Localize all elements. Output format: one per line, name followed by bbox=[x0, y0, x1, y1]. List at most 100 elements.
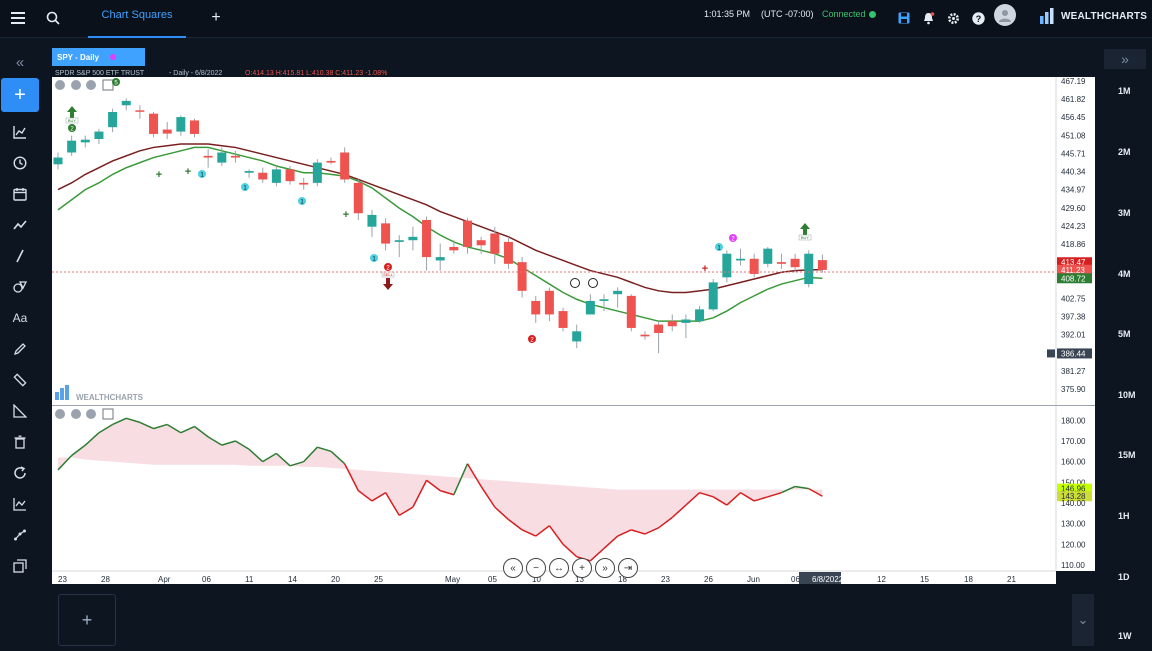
osc-close-icon[interactable] bbox=[86, 409, 96, 419]
symbol-tab[interactable] bbox=[52, 48, 145, 66]
candle-body[interactable] bbox=[613, 290, 623, 295]
candle-body[interactable] bbox=[640, 334, 650, 337]
candle-body[interactable] bbox=[435, 257, 445, 261]
candle-body[interactable] bbox=[476, 240, 486, 246]
candle-body[interactable] bbox=[422, 219, 432, 258]
candle-body[interactable] bbox=[271, 169, 281, 183]
candle-body[interactable] bbox=[162, 129, 172, 134]
interval-5m[interactable]: 5M bbox=[1118, 329, 1131, 339]
candle-body[interactable] bbox=[149, 113, 159, 134]
layers-icon[interactable] bbox=[8, 554, 32, 578]
indicator-icon[interactable] bbox=[8, 492, 32, 516]
ruler-icon[interactable] bbox=[8, 368, 32, 392]
candle-body[interactable] bbox=[121, 100, 131, 106]
candle-body[interactable] bbox=[763, 248, 773, 264]
candle-body[interactable] bbox=[544, 290, 554, 315]
add-chart-pane-button[interactable]: + bbox=[58, 594, 116, 646]
add-tab-icon[interactable]: + bbox=[211, 9, 221, 26]
help-icon[interactable]: ? bbox=[966, 6, 990, 30]
clock-icon[interactable] bbox=[8, 151, 32, 175]
drawing-handle[interactable] bbox=[588, 278, 598, 288]
pane-settings-icon[interactable] bbox=[55, 80, 65, 90]
user-avatar[interactable] bbox=[994, 4, 1016, 26]
jump-to-latest-icon[interactable]: ⇥ bbox=[618, 558, 638, 578]
candle-body[interactable] bbox=[654, 324, 664, 333]
expand-right-panel-button[interactable]: » bbox=[1104, 49, 1146, 69]
drawing-handle[interactable] bbox=[570, 278, 580, 288]
collapse-bottom-panel-button[interactable]: ⌄ bbox=[1072, 594, 1094, 646]
chart-type-icon[interactable] bbox=[8, 120, 32, 144]
candle-body[interactable] bbox=[585, 300, 595, 315]
add-icon[interactable]: + bbox=[1, 78, 39, 112]
candle-body[interactable] bbox=[217, 152, 227, 163]
candle-body[interactable] bbox=[135, 110, 145, 112]
chart-area[interactable]: SPY - Daily SPDR S&P 500 ETF TRUST - Dai… bbox=[52, 48, 1095, 584]
candle-body[interactable] bbox=[190, 120, 199, 134]
search-icon[interactable] bbox=[41, 6, 65, 30]
candle-body[interactable] bbox=[80, 139, 90, 143]
price-chart-svg[interactable]: SPY - Daily SPDR S&P 500 ETF TRUST - Dai… bbox=[52, 48, 1095, 584]
candle-body[interactable] bbox=[749, 258, 759, 274]
tab-chart-squares[interactable]: Chart Squares bbox=[88, 0, 186, 38]
line-tool-icon[interactable] bbox=[8, 244, 32, 268]
refresh-icon[interactable] bbox=[8, 461, 32, 485]
candle-body[interactable] bbox=[285, 169, 295, 182]
interval-10m[interactable]: 10M bbox=[1118, 390, 1136, 400]
interval-2m[interactable]: 2M bbox=[1118, 147, 1131, 157]
candle-body[interactable] bbox=[394, 240, 404, 242]
osc-settings-icon[interactable] bbox=[55, 409, 65, 419]
calendar-icon[interactable] bbox=[8, 182, 32, 206]
candle-body[interactable] bbox=[230, 155, 240, 158]
zoom-in-icon[interactable]: + bbox=[572, 558, 592, 578]
collapse-left-panel-button[interactable]: « bbox=[15, 53, 25, 71]
shapes-icon[interactable] bbox=[8, 275, 32, 299]
trend-icon[interactable] bbox=[8, 213, 32, 237]
candle-body[interactable] bbox=[94, 131, 104, 139]
candle-body[interactable] bbox=[722, 253, 732, 278]
trash-icon[interactable] bbox=[8, 430, 32, 454]
scroll-right-icon[interactable]: » bbox=[595, 558, 615, 578]
candle-body[interactable] bbox=[572, 331, 582, 342]
candle-body[interactable] bbox=[244, 171, 254, 173]
crosshair-add-icon[interactable] bbox=[1047, 349, 1055, 358]
measure-icon[interactable] bbox=[8, 399, 32, 423]
candle-body[interactable] bbox=[367, 214, 377, 227]
interval-1m[interactable]: 1M bbox=[1118, 86, 1131, 96]
osc-add-indicator-icon[interactable] bbox=[102, 408, 114, 420]
candle-body[interactable] bbox=[776, 262, 786, 264]
text-tool-icon[interactable]: Aa bbox=[12, 311, 28, 325]
candle-body[interactable] bbox=[681, 319, 691, 323]
interval-3m[interactable]: 3M bbox=[1118, 208, 1131, 218]
candle-body[interactable] bbox=[258, 172, 268, 180]
candle-body[interactable] bbox=[599, 299, 609, 301]
candle-body[interactable] bbox=[503, 241, 513, 264]
candle-body[interactable] bbox=[408, 236, 418, 241]
candle-body[interactable] bbox=[381, 223, 391, 244]
candle-body[interactable] bbox=[53, 157, 63, 165]
interval-4m[interactable]: 4M bbox=[1118, 269, 1131, 279]
notifications-icon[interactable] bbox=[916, 6, 940, 30]
candle-body[interactable] bbox=[558, 311, 568, 328]
candle-body[interactable] bbox=[312, 162, 322, 183]
price-pane[interactable] bbox=[52, 77, 1056, 405]
reset-zoom-icon[interactable]: ↔ bbox=[549, 558, 569, 578]
interval-1h[interactable]: 1H bbox=[1118, 511, 1130, 521]
menu-icon[interactable] bbox=[6, 6, 30, 30]
candle-body[interactable] bbox=[340, 152, 350, 180]
scroll-left-icon[interactable]: « bbox=[503, 558, 523, 578]
pane-add-indicator-icon[interactable] bbox=[102, 79, 114, 91]
candle-body[interactable] bbox=[299, 182, 309, 185]
candle-body[interactable] bbox=[353, 182, 363, 214]
candle-body[interactable] bbox=[667, 321, 677, 327]
candle-body[interactable] bbox=[790, 258, 800, 268]
pencil-icon[interactable] bbox=[8, 337, 32, 361]
candle-body[interactable] bbox=[449, 246, 459, 251]
candle-body[interactable] bbox=[108, 112, 118, 128]
candle-body[interactable] bbox=[326, 160, 336, 163]
osc-collapse-icon[interactable] bbox=[71, 409, 81, 419]
settings-gear-icon[interactable] bbox=[941, 6, 965, 30]
candle-body[interactable] bbox=[203, 155, 213, 158]
candle-body[interactable] bbox=[490, 233, 500, 254]
save-icon[interactable] bbox=[892, 6, 916, 30]
interval-1d[interactable]: 1D bbox=[1118, 572, 1130, 582]
